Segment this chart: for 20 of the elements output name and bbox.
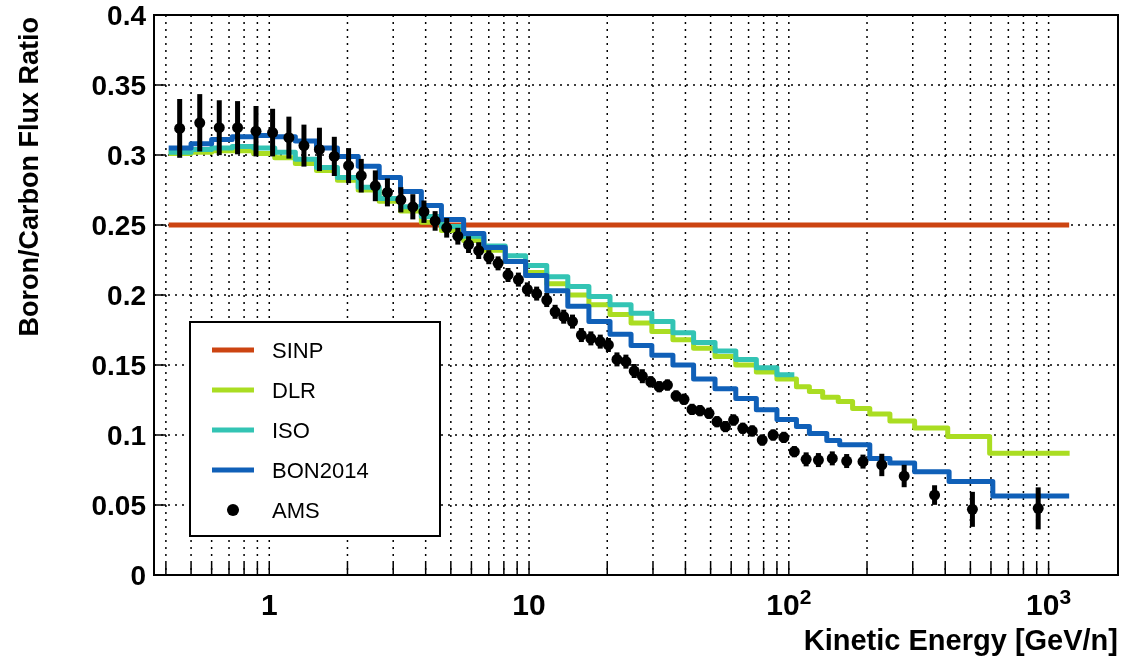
x-tick-label: 10$^{2}$ [766, 584, 812, 621]
y-tick-label: 0.2 [107, 279, 146, 311]
legend-label: DLR [272, 377, 317, 403]
y-tick-label: 0.3 [107, 139, 146, 171]
x-tick-label: 10 [512, 588, 546, 621]
legend-label: SINP [272, 337, 324, 363]
y-tick-label: 0.25 [91, 209, 146, 241]
y-tick-label: 0.15 [91, 349, 146, 381]
y-tick-label: 0 [130, 559, 146, 591]
x-axis-title: Kinetic Energy [GeV/n] [803, 624, 1118, 656]
x-tick-label: 10$^{3}$ [1026, 584, 1072, 621]
x-tick-label: 1 [260, 588, 278, 621]
legend-label: BON2014 [272, 457, 369, 483]
y-tick-label: 0.1 [107, 419, 146, 451]
legend-label: ISO [272, 417, 310, 443]
y-tick-label: 0.4 [107, 0, 147, 31]
legend-label: AMS [272, 497, 320, 523]
y-axis-title: Boron/Carbon Flux Ratio [14, 17, 44, 337]
y-tick-label: 0.05 [91, 489, 146, 521]
y-tick-label: 0.35 [91, 69, 146, 101]
